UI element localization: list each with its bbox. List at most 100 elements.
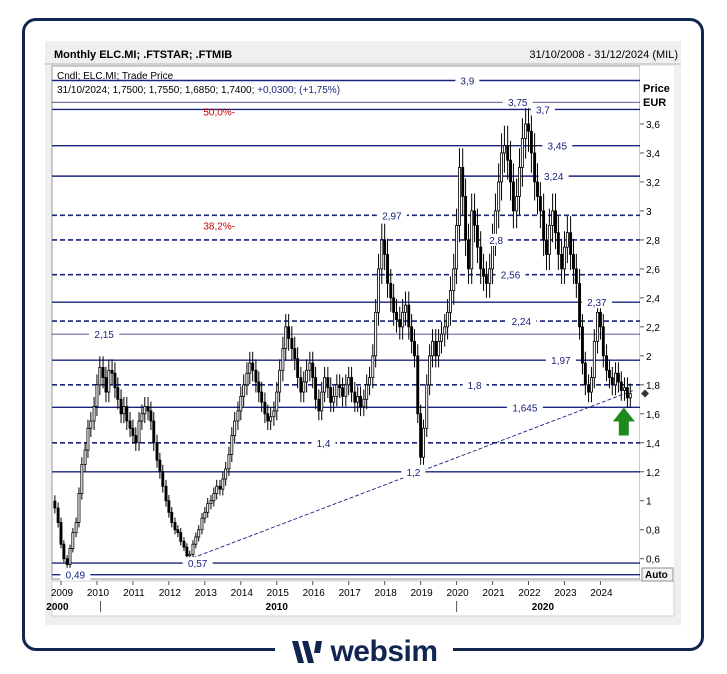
candle-body [332, 396, 336, 403]
candle-body [191, 543, 195, 555]
candle-body [83, 449, 87, 465]
candle-body [77, 493, 81, 523]
candle-body [224, 468, 228, 480]
candle-body [233, 420, 237, 436]
y-tick-label: 3,4 [646, 149, 660, 160]
candle-body [125, 406, 129, 422]
y-tick-label: 0,6 [646, 555, 660, 566]
candle-body [134, 435, 138, 444]
chart-title: Monthly ELC.MI; .FTSTAR; .FTMIB [54, 49, 232, 61]
candle-body [359, 396, 363, 407]
candle-body [74, 522, 78, 534]
candle-body [479, 246, 483, 270]
level-label-bg [376, 209, 407, 222]
candle-body [545, 239, 548, 255]
candle-body [176, 529, 180, 534]
candle-body [179, 532, 183, 542]
candle-body [116, 387, 120, 400]
candle-body [380, 239, 384, 270]
candle-body [389, 282, 393, 299]
level-label-bg [455, 74, 480, 87]
y-tick-label: 1 [646, 497, 652, 508]
candle-body [338, 384, 342, 389]
candle-body [413, 340, 416, 357]
level-label: 1,4 [317, 439, 331, 450]
y-tick-label: 2,8 [646, 236, 660, 247]
x-tick-label: 2015 [267, 588, 290, 599]
candle-body [95, 384, 99, 407]
candle-body [260, 391, 264, 403]
candle-body [533, 152, 537, 183]
fib-label: 38,2%- [203, 221, 235, 232]
y-tick-label: 2,4 [646, 294, 660, 305]
candle-body [578, 282, 582, 328]
candle-body [272, 410, 276, 418]
candle-body [89, 420, 93, 429]
candle-body [128, 420, 132, 429]
candle-body [239, 396, 243, 412]
level-label-bg [60, 568, 91, 581]
candle-body [395, 311, 398, 321]
x-tick-label: 2024 [590, 588, 613, 599]
auto-scale-button[interactable]: Auto [645, 570, 668, 581]
candle-body [362, 398, 366, 407]
candle-body [437, 340, 441, 357]
candle-body [616, 372, 620, 383]
candle-body [296, 358, 300, 378]
candle-body [200, 517, 204, 531]
candle-body [473, 210, 477, 226]
candle-body [164, 485, 168, 502]
candle-body [610, 377, 614, 386]
candle-body [529, 130, 533, 154]
level-label-bg [542, 139, 573, 152]
candle-body [254, 369, 258, 383]
candle-body [110, 369, 114, 374]
candles-layer [53, 103, 632, 568]
candle-body [299, 377, 303, 393]
level-label: 3,7 [536, 105, 550, 116]
candle-body [536, 181, 539, 197]
candle-body [434, 340, 438, 357]
y-tick-label: 0,8 [646, 526, 660, 537]
candle-body [212, 493, 216, 502]
candle-body [538, 196, 542, 212]
last-price-marker [641, 389, 650, 398]
level-label-bg [506, 401, 543, 414]
candle-body [140, 413, 144, 422]
level-label-bg [462, 378, 487, 391]
candle-body [206, 503, 210, 513]
candle-body [152, 420, 156, 444]
x-axis-area [51, 580, 675, 617]
auto-scale-button-bg[interactable] [641, 567, 674, 582]
candle-body [614, 372, 617, 386]
candle-body [257, 381, 261, 393]
candle-body [182, 540, 186, 548]
level-label-bg [581, 296, 612, 309]
candle-body [500, 152, 503, 183]
candle-body [542, 210, 546, 241]
candle-body [98, 367, 102, 386]
candle-body [311, 362, 315, 378]
candle-body [368, 377, 372, 386]
level-label-bg [502, 96, 533, 109]
candle-body [149, 410, 153, 422]
candle-body [227, 453, 231, 470]
candle-body [428, 355, 432, 386]
candle-body [350, 377, 354, 393]
legend-ohlc-values: 31/10/2024; 1,7500; 1,7550; 1,6850; 1,74… [57, 85, 257, 96]
up-arrow-icon [612, 407, 635, 436]
candle-body [185, 546, 189, 557]
level-label-bg [506, 315, 537, 328]
candle-body [446, 311, 450, 328]
candle-body [574, 268, 578, 284]
candle-body [65, 558, 69, 565]
candle-body [248, 362, 252, 374]
trendline [186, 390, 633, 561]
candle-body [68, 548, 72, 565]
candle-body [407, 304, 411, 328]
candle-body [251, 362, 255, 371]
candle-body [467, 239, 470, 270]
level-label: 3,45 [548, 142, 568, 153]
candle-body [341, 387, 345, 397]
